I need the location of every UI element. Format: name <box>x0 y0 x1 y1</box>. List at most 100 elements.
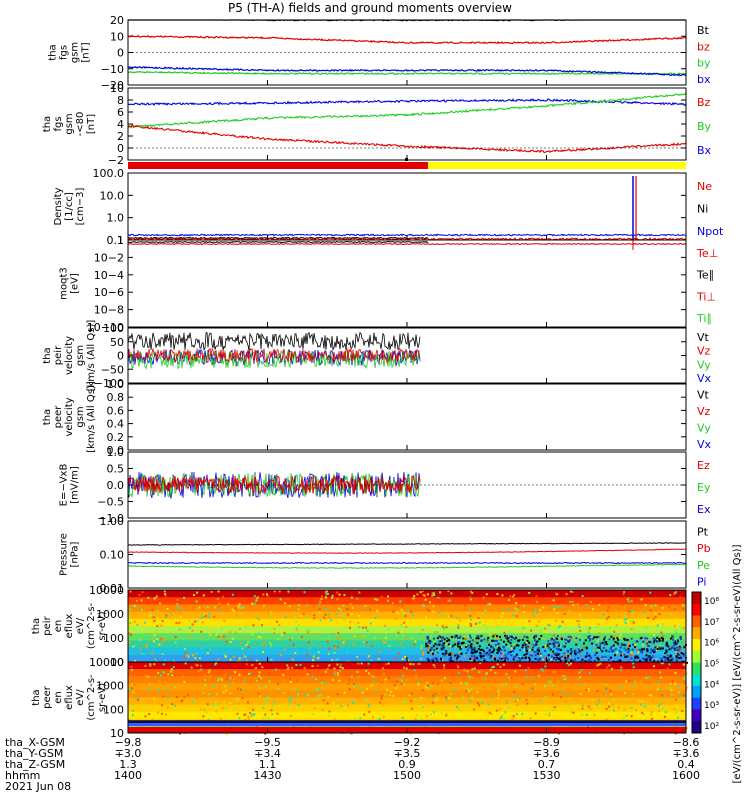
spectrogram-pixel <box>284 703 287 706</box>
spectrogram-pixel <box>436 659 439 662</box>
spectrogram-pixel <box>613 683 616 686</box>
spectrogram-pixel <box>431 592 434 595</box>
spectrogram-pixel <box>623 591 626 594</box>
spectrogram-pixel <box>512 650 515 653</box>
spectrogram-pixel <box>676 649 679 652</box>
spectrogram-pixel <box>634 680 637 683</box>
spectrogram-pixel <box>628 610 631 613</box>
spectrogram-pixel <box>583 681 586 684</box>
spectrogram-pixel <box>660 662 663 665</box>
spectrogram-pixel <box>376 598 379 601</box>
spectrogram-pixel <box>425 616 428 619</box>
spectrogram-pixel <box>445 696 448 699</box>
colorbar-segment <box>692 639 701 652</box>
spectrogram-pixel <box>637 651 640 654</box>
spectrogram-pixel <box>673 642 676 645</box>
spectrogram-pixel <box>384 693 387 696</box>
spectrogram-pixel <box>335 633 338 636</box>
panel-ylabel: [eV] <box>70 273 81 294</box>
spectrogram-pixel <box>188 620 191 623</box>
spectrogram-pixel <box>441 652 444 655</box>
spectrogram-pixel <box>443 664 446 667</box>
y-tick-label: 0 <box>117 350 124 363</box>
spectrogram-pixel <box>574 658 577 661</box>
colorbar-segment <box>692 721 701 734</box>
spectrogram-pixel <box>183 656 186 659</box>
spectrogram-pixel <box>616 637 619 640</box>
spectrogram-pixel <box>627 646 630 649</box>
spectrogram-pixel <box>135 599 138 602</box>
spectrogram-pixel <box>654 646 657 649</box>
spectrogram-pixel <box>598 632 601 635</box>
spectrogram-pixel <box>251 633 254 636</box>
spectrogram-pixel <box>426 608 429 611</box>
spectrogram-pixel <box>470 643 473 646</box>
spectrogram-pixel <box>594 654 597 657</box>
spectrogram-pixel <box>339 670 342 673</box>
spectrogram-pixel <box>244 655 247 658</box>
spectrogram-pixel <box>604 636 607 639</box>
spectrogram-pixel <box>673 591 676 594</box>
spectrogram-pixel <box>674 698 677 701</box>
spectrogram-pixel <box>500 649 503 652</box>
spectrogram-pixel <box>627 596 630 599</box>
spectrogram-pixel <box>503 660 506 663</box>
spectrogram-pixel <box>578 613 581 616</box>
spectrogram-pixel <box>490 696 493 699</box>
spectrogram-pixel <box>356 597 359 600</box>
spectrogram-pixel <box>469 657 472 660</box>
spectrogram-pixel <box>312 655 315 658</box>
spectrogram-pixel <box>428 639 431 642</box>
spectrogram-pixel <box>209 648 212 651</box>
spectrogram-pixel <box>656 660 659 663</box>
spectrogram-pixel <box>563 652 566 655</box>
spectrogram-pixel <box>614 618 617 621</box>
spectrogram-pixel <box>665 644 668 647</box>
spectrogram-pixel <box>510 677 513 680</box>
spectrogram-pixel <box>453 642 456 645</box>
spectrogram-pixel <box>652 648 655 651</box>
spectrogram-pixel <box>293 637 296 640</box>
spectrogram-pixel <box>434 683 437 686</box>
spectrogram-pixel <box>663 696 666 699</box>
spectrogram-pixel <box>449 599 452 602</box>
spectrogram-pixel <box>357 614 360 617</box>
spectrogram-pixel <box>605 641 608 644</box>
spectrogram-pixel <box>675 725 678 728</box>
spectrogram-pixel <box>570 659 573 662</box>
spectrogram-pixel <box>605 687 608 690</box>
spectrogram-pixel <box>553 608 556 611</box>
spectrogram-pixel <box>436 696 439 699</box>
spectrogram-pixel <box>646 657 649 660</box>
spectrogram-pixel <box>461 725 464 728</box>
spectrogram-pixel <box>214 606 217 609</box>
spectrogram-pixel <box>505 673 508 676</box>
spectrogram-pixel <box>242 689 245 692</box>
spectrogram-pixel <box>673 624 676 627</box>
spectrogram-pixel <box>374 604 377 607</box>
spectrogram-pixel <box>490 607 493 610</box>
spectrogram-pixel <box>513 643 516 646</box>
spectrogram-pixel <box>625 714 628 717</box>
spectrogram-pixel <box>445 650 448 653</box>
spectrogram-pixel <box>195 600 198 603</box>
spectrogram-pixel <box>521 657 524 660</box>
spectrogram-pixel <box>639 635 642 638</box>
legend-bx: bx <box>697 73 711 86</box>
spectrogram-pixel <box>623 643 626 646</box>
y-tick-label: 0.6 <box>107 404 125 417</box>
spectrogram-pixel <box>469 596 472 599</box>
spectrogram-pixel <box>419 717 422 720</box>
spectrogram-pixel <box>433 649 436 652</box>
spectrogram-pixel <box>623 692 626 695</box>
spectrogram-pixel <box>443 638 446 641</box>
spectrogram-pixel <box>538 696 541 699</box>
spectrogram-pixel <box>318 603 321 606</box>
spectrogram-pixel <box>174 636 177 639</box>
spectrogram-pixel <box>217 635 220 638</box>
spectrogram-pixel <box>644 705 647 708</box>
spectrogram-pixel <box>649 609 652 612</box>
spectrogram-pixel <box>140 609 143 612</box>
spectrogram-pixel <box>605 707 608 710</box>
spectrogram-pixel <box>195 663 198 666</box>
